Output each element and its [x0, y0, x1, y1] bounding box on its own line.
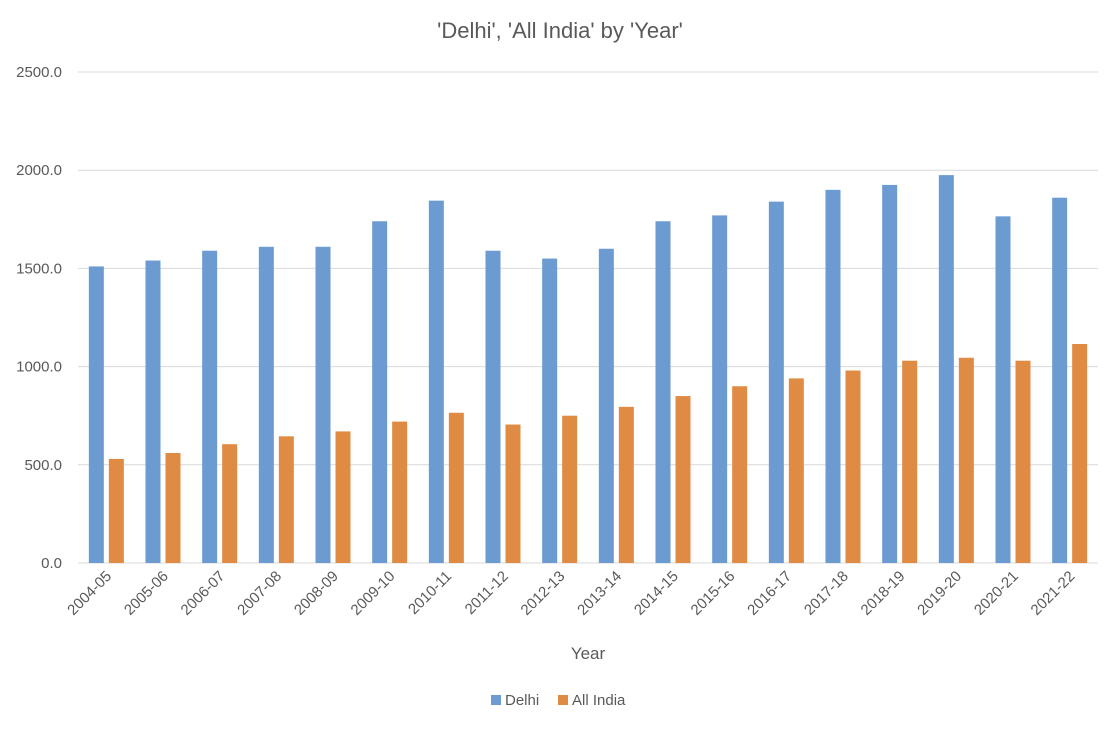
bar-all-india [845, 370, 861, 563]
bar-all-india [222, 444, 238, 563]
legend-label: All India [572, 692, 626, 709]
bar-delhi [768, 201, 784, 563]
x-tick-label: 2015-16 [688, 568, 739, 619]
bar-all-india [108, 458, 124, 563]
x-tick-label: 2014-15 [631, 568, 682, 619]
x-tick-label: 2010-11 [405, 568, 455, 618]
bar-delhi [88, 266, 104, 563]
bar-delhi [825, 189, 841, 563]
x-tick-label: 2005-06 [121, 568, 172, 619]
x-tick-label: 2017-18 [801, 568, 852, 619]
bar-all-india [505, 424, 521, 563]
bar-all-india [958, 357, 974, 563]
chart-title: 'Delhi', 'All India' by 'Year' [437, 18, 683, 43]
bar-all-india [1072, 344, 1088, 563]
y-tick-label: 2500.0 [16, 64, 62, 81]
x-tick-label: 2012-13 [518, 568, 569, 619]
x-tick-label: 2006-07 [178, 568, 229, 619]
y-tick-label: 0.0 [41, 555, 62, 572]
bar-all-india [618, 406, 634, 563]
bar-all-india [335, 431, 351, 563]
bar-delhi [202, 250, 218, 563]
x-tick-label: 2019-20 [914, 568, 965, 619]
bar-delhi [542, 258, 558, 563]
bar-delhi [258, 246, 274, 563]
y-axis-ticks: 0.0 500.0 1000.0 1500.0 2000.0 2500.0 [16, 64, 62, 572]
bar-all-india [392, 421, 408, 563]
legend: Delhi All India [491, 692, 626, 709]
bar-delhi [485, 250, 501, 563]
x-tick-label: 2016-17 [744, 568, 795, 619]
x-tick-label: 2004-05 [64, 568, 115, 619]
x-tick-label: 2009-10 [348, 568, 399, 619]
bar-delhi [428, 200, 444, 563]
y-tick-label: 1500.0 [16, 260, 62, 277]
x-axis-title: Year [571, 644, 606, 663]
bar-delhi [1052, 197, 1068, 564]
bar-all-india [278, 436, 294, 563]
y-tick-label: 2000.0 [16, 162, 62, 179]
x-tick-label: 2008-09 [291, 568, 342, 619]
bar-all-india [675, 396, 691, 563]
bar-delhi [315, 246, 331, 563]
bar-all-india [448, 412, 464, 563]
bar-delhi [995, 216, 1011, 563]
bar-all-india [562, 415, 578, 563]
bar-all-india [165, 453, 181, 563]
bar-delhi [882, 184, 898, 563]
x-tick-label: 2020-21 [971, 568, 1022, 619]
bar-delhi [712, 215, 728, 563]
bar-delhi [938, 175, 954, 564]
bar-all-india [788, 378, 804, 563]
x-axis-ticks: 2004-05 2005-06 2006-07 2007-08 2008-09 2009-… [64, 568, 1078, 619]
x-tick-label: 2007-08 [234, 568, 285, 619]
legend-swatch [558, 695, 568, 705]
bar-delhi [145, 260, 161, 563]
legend-label: Delhi [505, 692, 539, 709]
bar-delhi [372, 221, 388, 563]
x-tick-label: 2021-22 [1028, 568, 1079, 619]
x-tick-label: 2013-14 [574, 568, 625, 619]
bars [88, 175, 1088, 564]
x-tick-label: 2011-12 [462, 568, 512, 618]
gridlines [78, 71, 1098, 564]
bar-delhi [598, 248, 614, 563]
bar-all-india [732, 386, 748, 563]
y-tick-label: 500.0 [24, 457, 62, 474]
bar-all-india [902, 360, 918, 563]
x-tick-label: 2018-19 [858, 568, 909, 619]
bar-delhi [655, 221, 671, 563]
y-tick-label: 1000.0 [16, 359, 62, 376]
legend-swatch [491, 695, 501, 705]
bar-all-india [1015, 360, 1031, 563]
